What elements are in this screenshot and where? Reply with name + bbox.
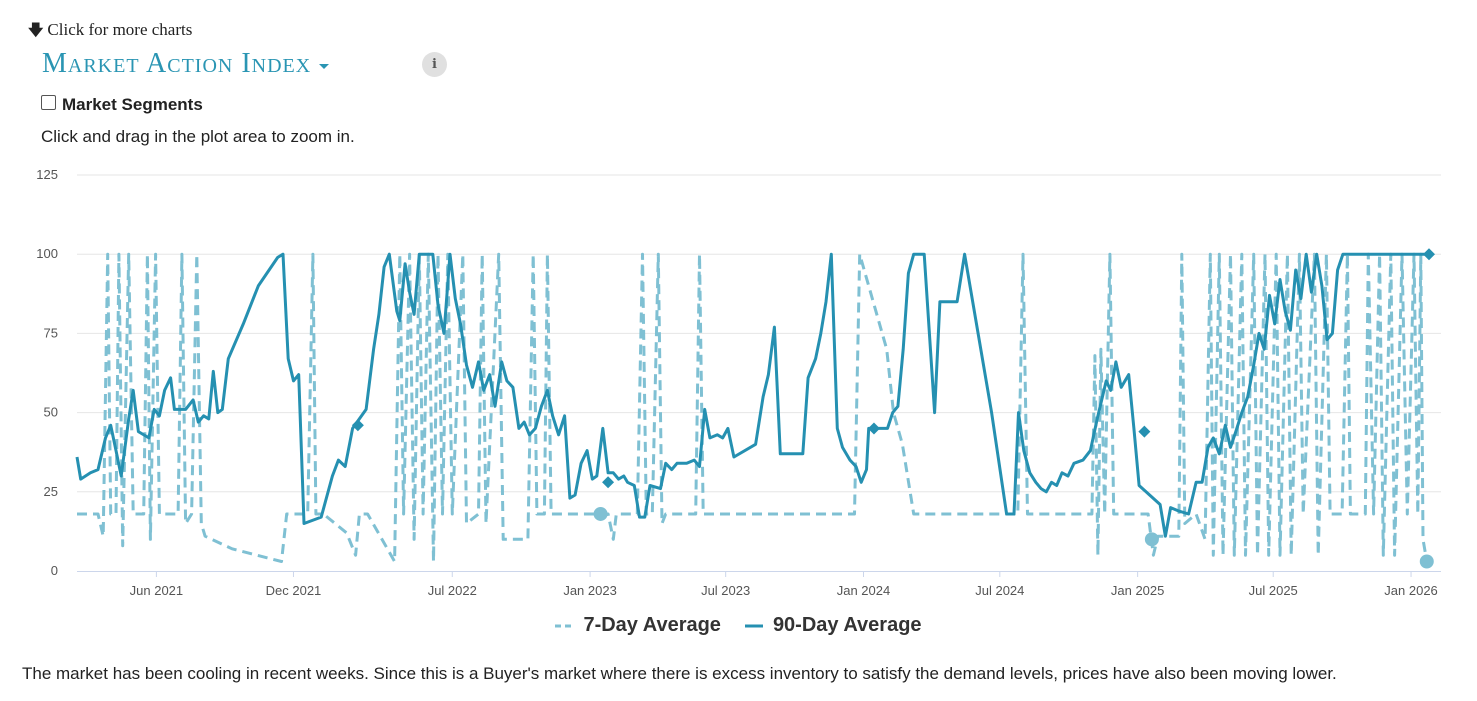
x-tick-label: Jan 2026 — [1384, 583, 1438, 598]
y-tick-label: 75 — [44, 325, 58, 340]
zoom-hint: Click and drag in the plot area to zoom … — [41, 127, 355, 146]
legend-item-7day[interactable]: 7-Day Average — [555, 614, 721, 637]
legend-label-7day: 7-Day Average — [583, 614, 721, 636]
market-segments-label: Market Segments — [62, 95, 203, 114]
more-charts-link[interactable]: 🡇 Click for more charts — [28, 20, 192, 45]
dashed-line-swatch — [555, 624, 574, 627]
marker-90day — [1423, 248, 1436, 261]
x-tick-label: Jul 2024 — [975, 583, 1024, 598]
marker-90day — [351, 419, 364, 432]
x-tick-label: Jan 2025 — [1111, 583, 1165, 598]
y-tick-label: 100 — [36, 246, 58, 261]
market-segments-checkbox[interactable] — [41, 94, 56, 110]
solid-line-swatch — [744, 624, 763, 627]
x-tick-label: Jul 2023 — [701, 583, 750, 598]
marker-7day — [1419, 554, 1434, 569]
y-tick-label: 0 — [51, 563, 58, 578]
arrow-down-icon: 🡇 — [28, 21, 44, 39]
marker-90day — [867, 422, 880, 435]
chart-title[interactable]: Market Action Index — [42, 48, 312, 79]
series-line-7day — [77, 252, 1429, 563]
market-action-chart[interactable]: 0 25 50 75 100 125 Jun 2021 Dec 2021 Jul 2022 Jan… — [0, 160, 1477, 610]
chart-legend: 7-Day Average 90-Day Average — [0, 614, 1477, 637]
x-tick-label: Jan 2023 — [563, 583, 617, 598]
market-segments-toggle[interactable]: Market Segments — [41, 94, 203, 115]
marker-7day — [1144, 532, 1159, 547]
x-tick-label: Jul 2025 — [1249, 583, 1298, 598]
y-tick-label: 25 — [44, 484, 58, 499]
x-tick-label: Dec 2021 — [266, 583, 322, 598]
series-line-90day — [75, 252, 1429, 538]
x-tick-label: Jul 2022 — [428, 583, 477, 598]
marker-90day — [602, 476, 615, 489]
caret-down-icon[interactable] — [319, 63, 330, 69]
marker-7day — [593, 506, 608, 521]
info-icon[interactable]: i — [422, 52, 447, 77]
market-summary: The market has been cooling in recent we… — [22, 664, 1337, 683]
more-charts-label: Click for more charts — [47, 20, 193, 39]
legend-label-90day: 90-Day Average — [772, 614, 922, 636]
y-tick-label: 50 — [44, 405, 58, 420]
x-tick-label: Jan 2024 — [837, 583, 891, 598]
legend-item-90day[interactable]: 90-Day Average — [744, 614, 922, 637]
x-tick-label: Jun 2021 — [130, 583, 184, 598]
chart-selector[interactable]: Market Action Index — [42, 48, 330, 79]
y-tick-label: 125 — [36, 167, 58, 182]
marker-90day — [1138, 425, 1151, 438]
